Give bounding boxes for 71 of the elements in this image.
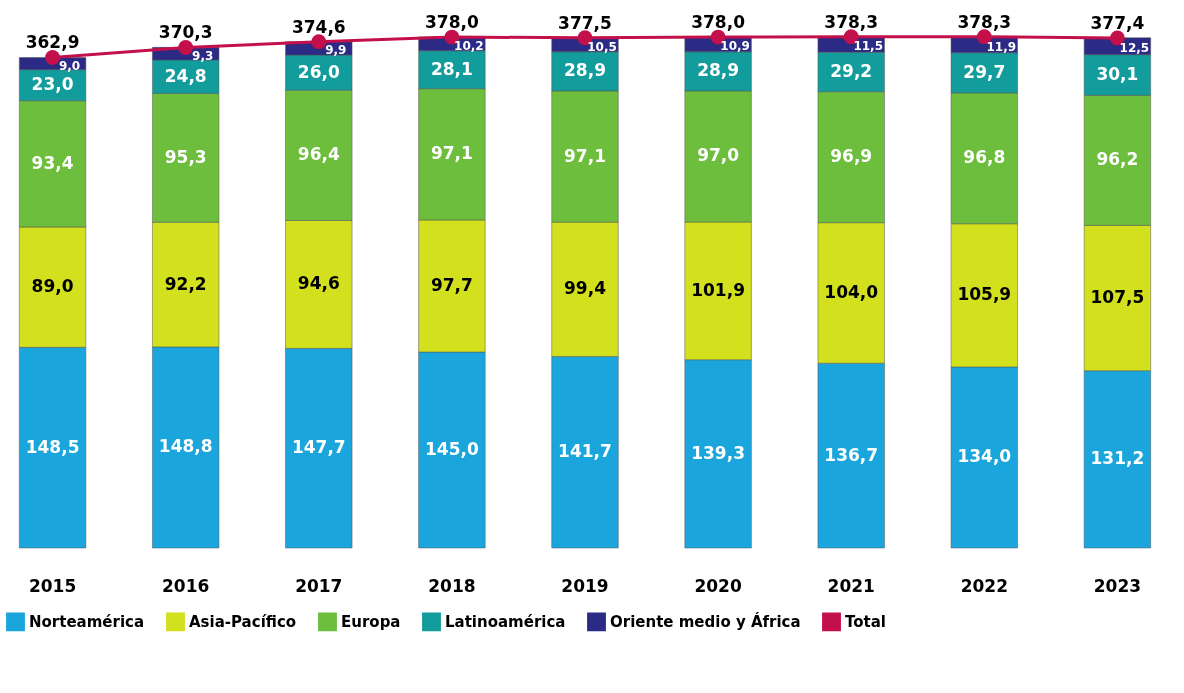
x-tick-label: 2021 (827, 575, 875, 596)
data-label: 370,3 (158, 22, 213, 43)
legend-label: Asia-Pacífico (189, 612, 297, 631)
data-label: 374,6 (291, 16, 346, 37)
data-label: 10,9 (720, 39, 750, 54)
data-label: 9,9 (325, 43, 347, 58)
data-label: 12,5 (1119, 41, 1150, 56)
legend-label: Oriente medio y África (610, 611, 801, 631)
data-label: 362,9 (25, 32, 80, 53)
data-label: 377,5 (558, 12, 612, 33)
data-label: 94,6 (297, 273, 340, 294)
x-tick-label: 2023 (1093, 575, 1142, 596)
data-label: 148,8 (158, 436, 213, 457)
data-label: 96,9 (830, 146, 873, 167)
data-label: 378,0 (425, 12, 479, 33)
legend-label: Total (845, 612, 886, 631)
data-label: 378,3 (957, 11, 1012, 32)
data-label: 11,9 (986, 39, 1017, 54)
data-label: 377,4 (1090, 12, 1145, 33)
data-label: 136,7 (824, 444, 879, 465)
legend-label: Latinoamérica (445, 612, 566, 631)
data-label: 9,0 (58, 58, 81, 73)
data-label: 96,2 (1096, 149, 1139, 170)
x-tick-label: 2018 (428, 575, 476, 596)
data-label: 147,7 (291, 437, 346, 458)
data-label: 10,2 (454, 38, 484, 53)
data-label: 97,7 (430, 274, 473, 295)
data-label: 23,0 (31, 74, 74, 95)
data-label: 10,5 (587, 39, 617, 54)
data-label: 97,1 (564, 145, 606, 166)
x-tick-label: 2019 (561, 575, 609, 596)
data-label: 11,5 (853, 39, 884, 54)
data-label: 99,4 (564, 278, 607, 299)
data-label: 28,9 (564, 60, 606, 81)
data-label: 101,9 (691, 279, 745, 300)
data-label: 131,2 (1090, 448, 1145, 469)
data-label: 134,0 (957, 446, 1012, 467)
x-tick-label: 2020 (694, 575, 742, 596)
point (178, 40, 194, 55)
data-label: 139,3 (691, 442, 745, 463)
data-label: 95,3 (164, 146, 207, 167)
data-label: 107,5 (1090, 287, 1145, 308)
data-label: 28,1 (430, 58, 473, 79)
point (45, 50, 60, 65)
legend-label: Europa (341, 612, 401, 631)
data-label: 141,7 (558, 441, 612, 462)
legend-label: Norteamérica (29, 612, 145, 631)
x-tick-label: 2015 (28, 575, 77, 596)
data-label: 28,9 (697, 60, 740, 81)
data-label: 104,0 (824, 281, 879, 302)
data-label: 96,4 (297, 144, 340, 165)
data-label: 145,0 (425, 439, 479, 460)
data-label: 9,3 (192, 48, 214, 63)
data-label: 97,0 (697, 145, 740, 166)
data-label: 92,2 (164, 273, 207, 294)
data-label: 96,8 (963, 147, 1006, 168)
data-label: 29,7 (963, 61, 1006, 82)
data-label: 97,1 (430, 143, 473, 164)
data-label: 93,4 (31, 152, 74, 173)
data-label: 148,5 (25, 436, 80, 457)
data-label: 378,3 (824, 11, 879, 32)
data-label: 29,2 (830, 60, 873, 81)
x-tick-label: 2022 (960, 575, 1008, 596)
data-label: 26,0 (297, 61, 340, 82)
x-tick-label: 2016 (162, 575, 210, 596)
data-label: 105,9 (957, 284, 1012, 305)
data-label: 24,8 (164, 65, 207, 86)
x-tick-label: 2017 (295, 575, 343, 596)
data-label: 378,0 (691, 12, 746, 33)
data-label: 89,0 (31, 276, 74, 297)
data-label: 30,1 (1096, 64, 1139, 84)
